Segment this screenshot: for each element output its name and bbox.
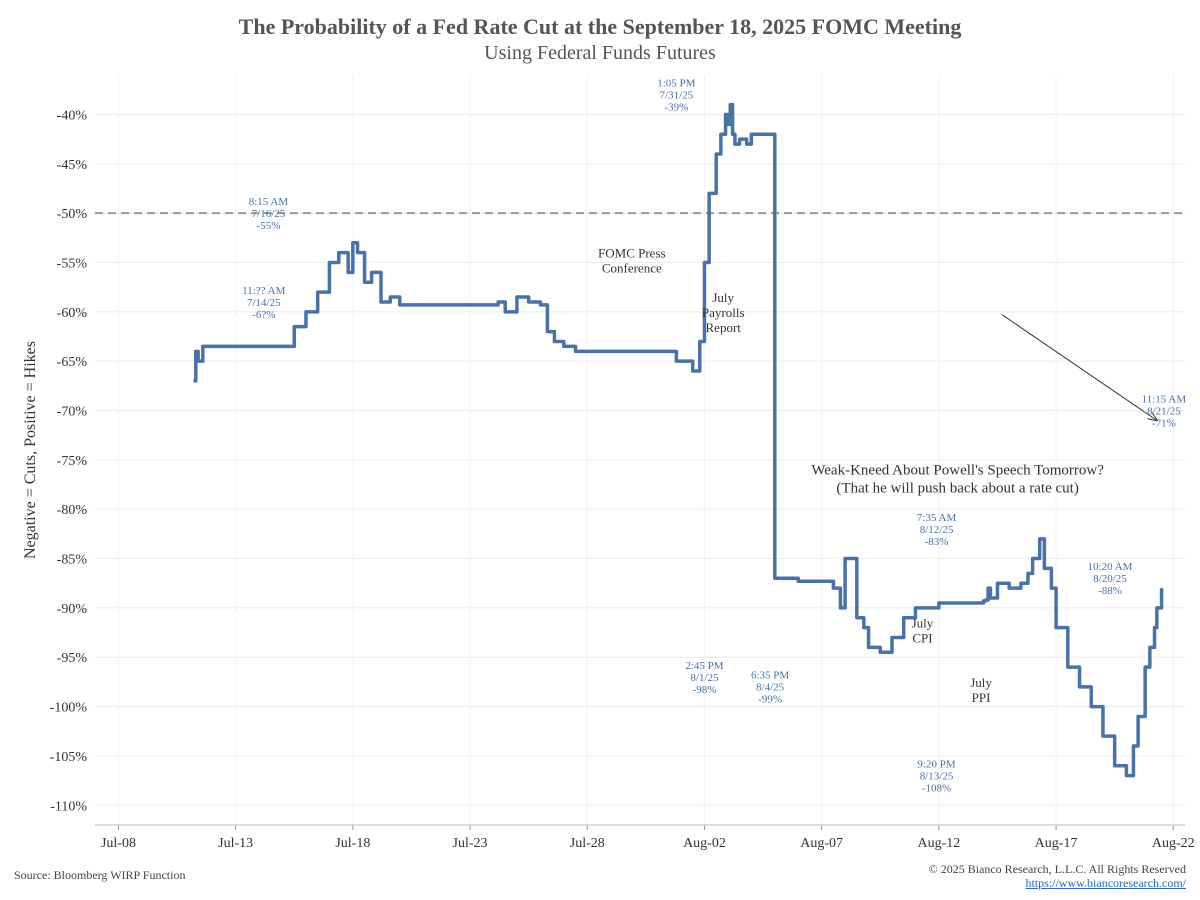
x-tick-label: Aug-22	[1152, 836, 1195, 851]
point-label-line: 7/16/25	[252, 208, 286, 220]
event-annotation-line: July	[712, 290, 734, 305]
point-label-line: 8/20/25	[1093, 573, 1127, 585]
point-label-line: 11:?? AM	[242, 285, 285, 297]
point-label: 6:35 PM 8/4/25 -99%	[751, 670, 789, 706]
point-label-line: -108%	[922, 783, 951, 795]
y-axis-label: Negative = Cuts, Positive = Hikes	[22, 341, 39, 559]
event-annotation-line: July	[970, 675, 992, 690]
point-label: 1:05 PM 7/31/25 -39%	[657, 78, 695, 114]
annotation-arrow	[1001, 314, 1157, 421]
website-link[interactable]: https://www.biancoresearch.com/	[1025, 876, 1186, 890]
y-tick-label: -70%	[57, 405, 88, 420]
point-label-line: 11:15 AM	[1142, 393, 1187, 405]
event-annotation-line: Payrolls	[702, 305, 745, 320]
event-annotation: Weak-Kneed About Powell's Speech Tomorro…	[811, 463, 1104, 497]
event-annotation-line: Report	[706, 320, 742, 335]
x-tick-label: Jul-08	[101, 836, 136, 851]
point-label-line: -39%	[664, 102, 688, 114]
event-annotation-line: (That he will push back about a rate cut…	[836, 481, 1078, 497]
point-label-line: -71%	[1152, 417, 1176, 429]
x-tick-label: Aug-12	[917, 836, 960, 851]
point-label: 11:15 AM 8/21/25 -71%	[1142, 393, 1187, 429]
event-annotation-line: FOMC Press	[598, 246, 666, 261]
point-label: 8:15 AM 7/16/25 -55%	[249, 196, 289, 232]
y-tick-label: -90%	[57, 602, 88, 617]
x-tick-label: Jul-28	[570, 836, 605, 851]
x-tick-label: Jul-13	[218, 836, 253, 851]
y-tick-label: -85%	[57, 553, 88, 568]
point-label-line: 2:45 PM	[685, 660, 723, 672]
x-tick-label: Jul-23	[453, 836, 488, 851]
point-label-line: 8/21/25	[1147, 405, 1181, 417]
y-tick-label: -110%	[50, 799, 87, 814]
y-tick-label: -50%	[57, 207, 88, 222]
point-label: 11:?? AM 7/14/25 -6?%	[242, 285, 285, 321]
point-label-line: 8/1/25	[690, 672, 719, 684]
event-annotation: FOMC Press Conference	[598, 246, 666, 276]
point-label-line: 7/14/25	[247, 297, 281, 309]
event-annotation-line: Conference	[602, 261, 662, 276]
event-annotation-line: Weak-Kneed About Powell's Speech Tomorro…	[811, 463, 1104, 479]
point-label-line: -98%	[693, 684, 717, 696]
y-tick-label: -65%	[57, 355, 88, 370]
point-label-line: -83%	[925, 536, 949, 548]
point-label: 9:20 PM 8/13/25 -108%	[917, 759, 955, 795]
event-annotation: July CPI	[912, 616, 934, 646]
source-note: Source: Bloomberg WIRP Function	[14, 868, 186, 882]
y-tick-label: -100%	[50, 701, 88, 716]
y-tick-label: -75%	[57, 454, 88, 469]
copyright-note: © 2025 Bianco Research, L.L.C. All Right…	[928, 862, 1186, 876]
point-label: 2:45 PM 8/1/25 -98%	[685, 660, 723, 696]
point-label-line: 8/13/25	[920, 771, 954, 783]
y-tick-label: -105%	[50, 750, 88, 765]
point-label-line: -6?%	[252, 309, 275, 321]
event-annotation-line: July	[912, 616, 934, 631]
y-tick-label: -55%	[57, 257, 88, 272]
point-label-line: -55%	[257, 220, 281, 232]
point-label-line: -99%	[758, 694, 782, 706]
x-tick-label: Aug-17	[1035, 836, 1078, 851]
y-tick-label: -60%	[57, 306, 88, 321]
point-label-line: 6:35 PM	[751, 670, 789, 682]
chart-subtitle: Using Federal Funds Futures	[484, 42, 716, 64]
point-label-line: 1:05 PM	[657, 78, 695, 90]
point-label: 7:35 AM 8/12/25 -83%	[917, 512, 957, 548]
x-tick-label: Aug-02	[683, 836, 726, 851]
series-line	[193, 102, 1164, 778]
y-tick-label: -95%	[57, 651, 88, 666]
point-label-line: 8:15 AM	[249, 196, 289, 208]
point-label-line: 8/12/25	[920, 524, 954, 536]
x-tick-label: Aug-07	[800, 836, 843, 851]
y-tick-label: -40%	[57, 108, 88, 123]
y-tick-label: -80%	[57, 503, 88, 518]
event-annotation: July Payrolls Report	[702, 290, 745, 335]
event-annotation-line: CPI	[912, 631, 932, 646]
x-tick-label: Jul-18	[335, 836, 370, 851]
point-label-line: 9:20 PM	[917, 759, 955, 771]
point-label-line: 10:20 AM	[1088, 561, 1133, 573]
point-label-line: -88%	[1098, 585, 1122, 597]
point-label-line: 7/31/25	[660, 90, 694, 102]
y-tick-label: -45%	[57, 158, 88, 173]
event-annotation-line: PPI	[972, 690, 991, 705]
point-label-line: 7:35 AM	[917, 512, 957, 524]
point-label: 10:20 AM 8/20/25 -88%	[1088, 561, 1133, 597]
event-annotation: July PPI	[970, 675, 992, 705]
chart-title: The Probability of a Fed Rate Cut at the…	[238, 14, 962, 39]
point-label-line: 8/4/25	[756, 682, 785, 694]
